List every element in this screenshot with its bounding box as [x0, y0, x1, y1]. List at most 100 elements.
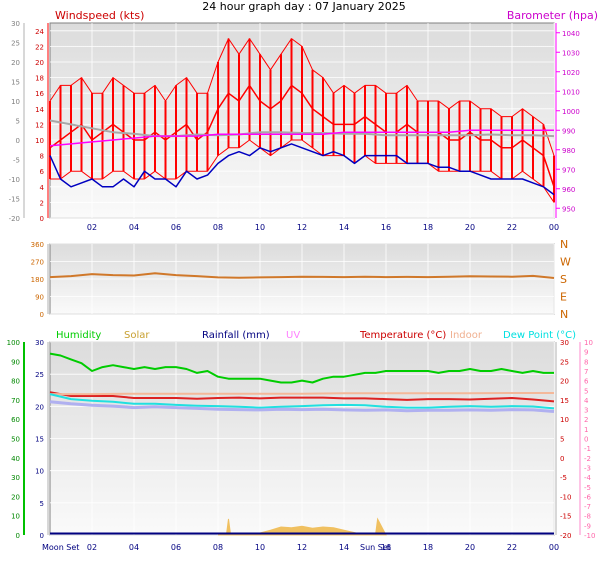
uv-tick-label: 2 [584, 416, 588, 424]
wind-outer-tick-label: 10 [11, 98, 20, 106]
temp-right-tick-label: -10 [560, 493, 571, 501]
humidity-tick-label: 60 [11, 416, 20, 424]
humidity-tick-label: 0 [16, 532, 20, 540]
compass-label: S [560, 273, 567, 286]
temp-right-tick-label: 5 [560, 436, 564, 444]
wind-x-tick-label: 04 [129, 223, 139, 232]
wind-x-tick-label: 14 [339, 223, 349, 232]
wind-x-tick-label: 16 [381, 223, 391, 232]
wind-outer-tick-label: -10 [9, 176, 20, 184]
series-wind-direction-trace [49, 143, 555, 196]
temp-x-tick-label: 10 [255, 543, 265, 552]
wind-outer-tick-label: -5 [13, 157, 20, 165]
wind-x-tick-label: 06 [171, 223, 181, 232]
temp-left-tick-label: 15 [35, 436, 44, 444]
humidity-tick-label: 20 [11, 493, 20, 501]
uv-tick-label: -2 [584, 455, 591, 463]
uv-tick-label: -10 [584, 532, 595, 540]
series-wind-average [49, 119, 555, 138]
uv-tick-label: 4 [584, 397, 589, 405]
temp-x-tick-label: 20 [465, 543, 475, 552]
temp-right-tick-label: 30 [560, 339, 569, 347]
baro-tick-label: 1010 [562, 88, 580, 96]
baro-tick-label: 1000 [562, 108, 580, 116]
uv-tick-label: 3 [584, 407, 588, 415]
wind-outer-tick-label: 5 [16, 118, 20, 126]
temp-left-tick-label: 0 [40, 532, 44, 540]
compass-label: W [560, 256, 571, 269]
uv-tick-label: 1 [584, 426, 588, 434]
legend-uv: UV [286, 330, 300, 341]
uv-tick-label: 6 [584, 378, 589, 386]
temp-x-tick-label: 18 [423, 543, 433, 552]
series-humidity [49, 352, 554, 384]
legend-dew-point-c: Dew Point (°C) [503, 330, 576, 341]
humidity-tick-label: 10 [11, 513, 20, 521]
direction-tick-label: 0 [40, 311, 44, 319]
uv-tick-label: -7 [584, 503, 591, 511]
temp-right-tick-label: -20 [560, 532, 571, 540]
temp-left-tick-label: 5 [40, 500, 44, 508]
temp-x-tick-label: 04 [129, 543, 139, 552]
uv-tick-label: 0 [584, 436, 588, 444]
series-solar [218, 517, 387, 536]
wind-x-tick-label: 20 [465, 223, 475, 232]
uv-tick-label: 10 [584, 339, 593, 347]
wind-outer-tick-label: -20 [9, 215, 20, 223]
legend-temperature-c: Temperature (°C) [359, 330, 446, 341]
temp-right-tick-label: -5 [560, 474, 567, 482]
uv-tick-label: -9 [584, 522, 591, 530]
wind-outer-tick-label: 25 [11, 40, 20, 48]
compass-label: N [560, 308, 568, 321]
wind-tick-label: 20 [35, 59, 44, 67]
temp-right-tick-label: 20 [560, 378, 569, 386]
temp-x-tick-label: 02 [87, 543, 97, 552]
temp-x-tick-label: 06 [171, 543, 181, 552]
wind-tick-label: 8 [40, 153, 44, 161]
legend-indoor: Indoor [450, 330, 483, 341]
baro-tick-label: 960 [562, 186, 575, 194]
wind-outer-tick-label: -15 [9, 196, 20, 204]
legend-solar: Solar [124, 330, 150, 341]
humidity-tick-label: 80 [11, 378, 20, 386]
uv-tick-label: 5 [584, 387, 588, 395]
windspeed-label: Windspeed (kts) [55, 9, 144, 22]
uv-tick-label: 8 [584, 358, 588, 366]
temp-x-tick-label: 14 [339, 543, 349, 552]
legend-rainfall-mm: Rainfall (mm) [202, 330, 270, 341]
wind-outer-tick-label: 30 [11, 20, 20, 28]
temp-right-tick-label: 10 [560, 416, 569, 424]
wind-tick-label: 12 [35, 121, 44, 129]
baro-tick-label: 990 [562, 127, 575, 135]
direction-tick-label: 180 [31, 276, 44, 284]
temp-x-tick-label: 12 [297, 543, 307, 552]
page-title: 24 hour graph day : 07 January 2025 [202, 0, 406, 13]
humidity-tick-label: 40 [11, 455, 20, 463]
temp-right-tick-label: -15 [560, 513, 571, 521]
temp-right-tick-label: 15 [560, 397, 569, 405]
baro-tick-label: 950 [562, 205, 575, 213]
temp-x-tick-label: 16 [381, 543, 391, 552]
baro-tick-label: 1020 [562, 69, 580, 77]
baro-tick-label: 980 [562, 147, 575, 155]
wind-tick-label: 24 [35, 28, 44, 36]
series-wind-direction [49, 272, 555, 279]
sun-set-label: Sun Set [360, 543, 391, 552]
temp-x-tick-label: 00 [549, 543, 559, 552]
uv-tick-label: 7 [584, 368, 588, 376]
humidity-tick-label: 70 [11, 397, 20, 405]
humidity-tick-label: 100 [7, 339, 20, 347]
moon-set-label: Moon Set [42, 543, 79, 552]
wind-tick-label: 22 [35, 43, 44, 51]
temp-left-tick-label: 25 [35, 371, 44, 379]
baro-tick-label: 970 [562, 166, 575, 174]
uv-tick-label: -1 [584, 445, 591, 453]
direction-tick-label: 90 [35, 294, 44, 302]
wind-x-tick-label: 02 [87, 223, 97, 232]
wind-outer-tick-label: 20 [11, 59, 20, 67]
uv-tick-label: -4 [584, 474, 592, 482]
baro-tick-label: 1030 [562, 49, 580, 57]
